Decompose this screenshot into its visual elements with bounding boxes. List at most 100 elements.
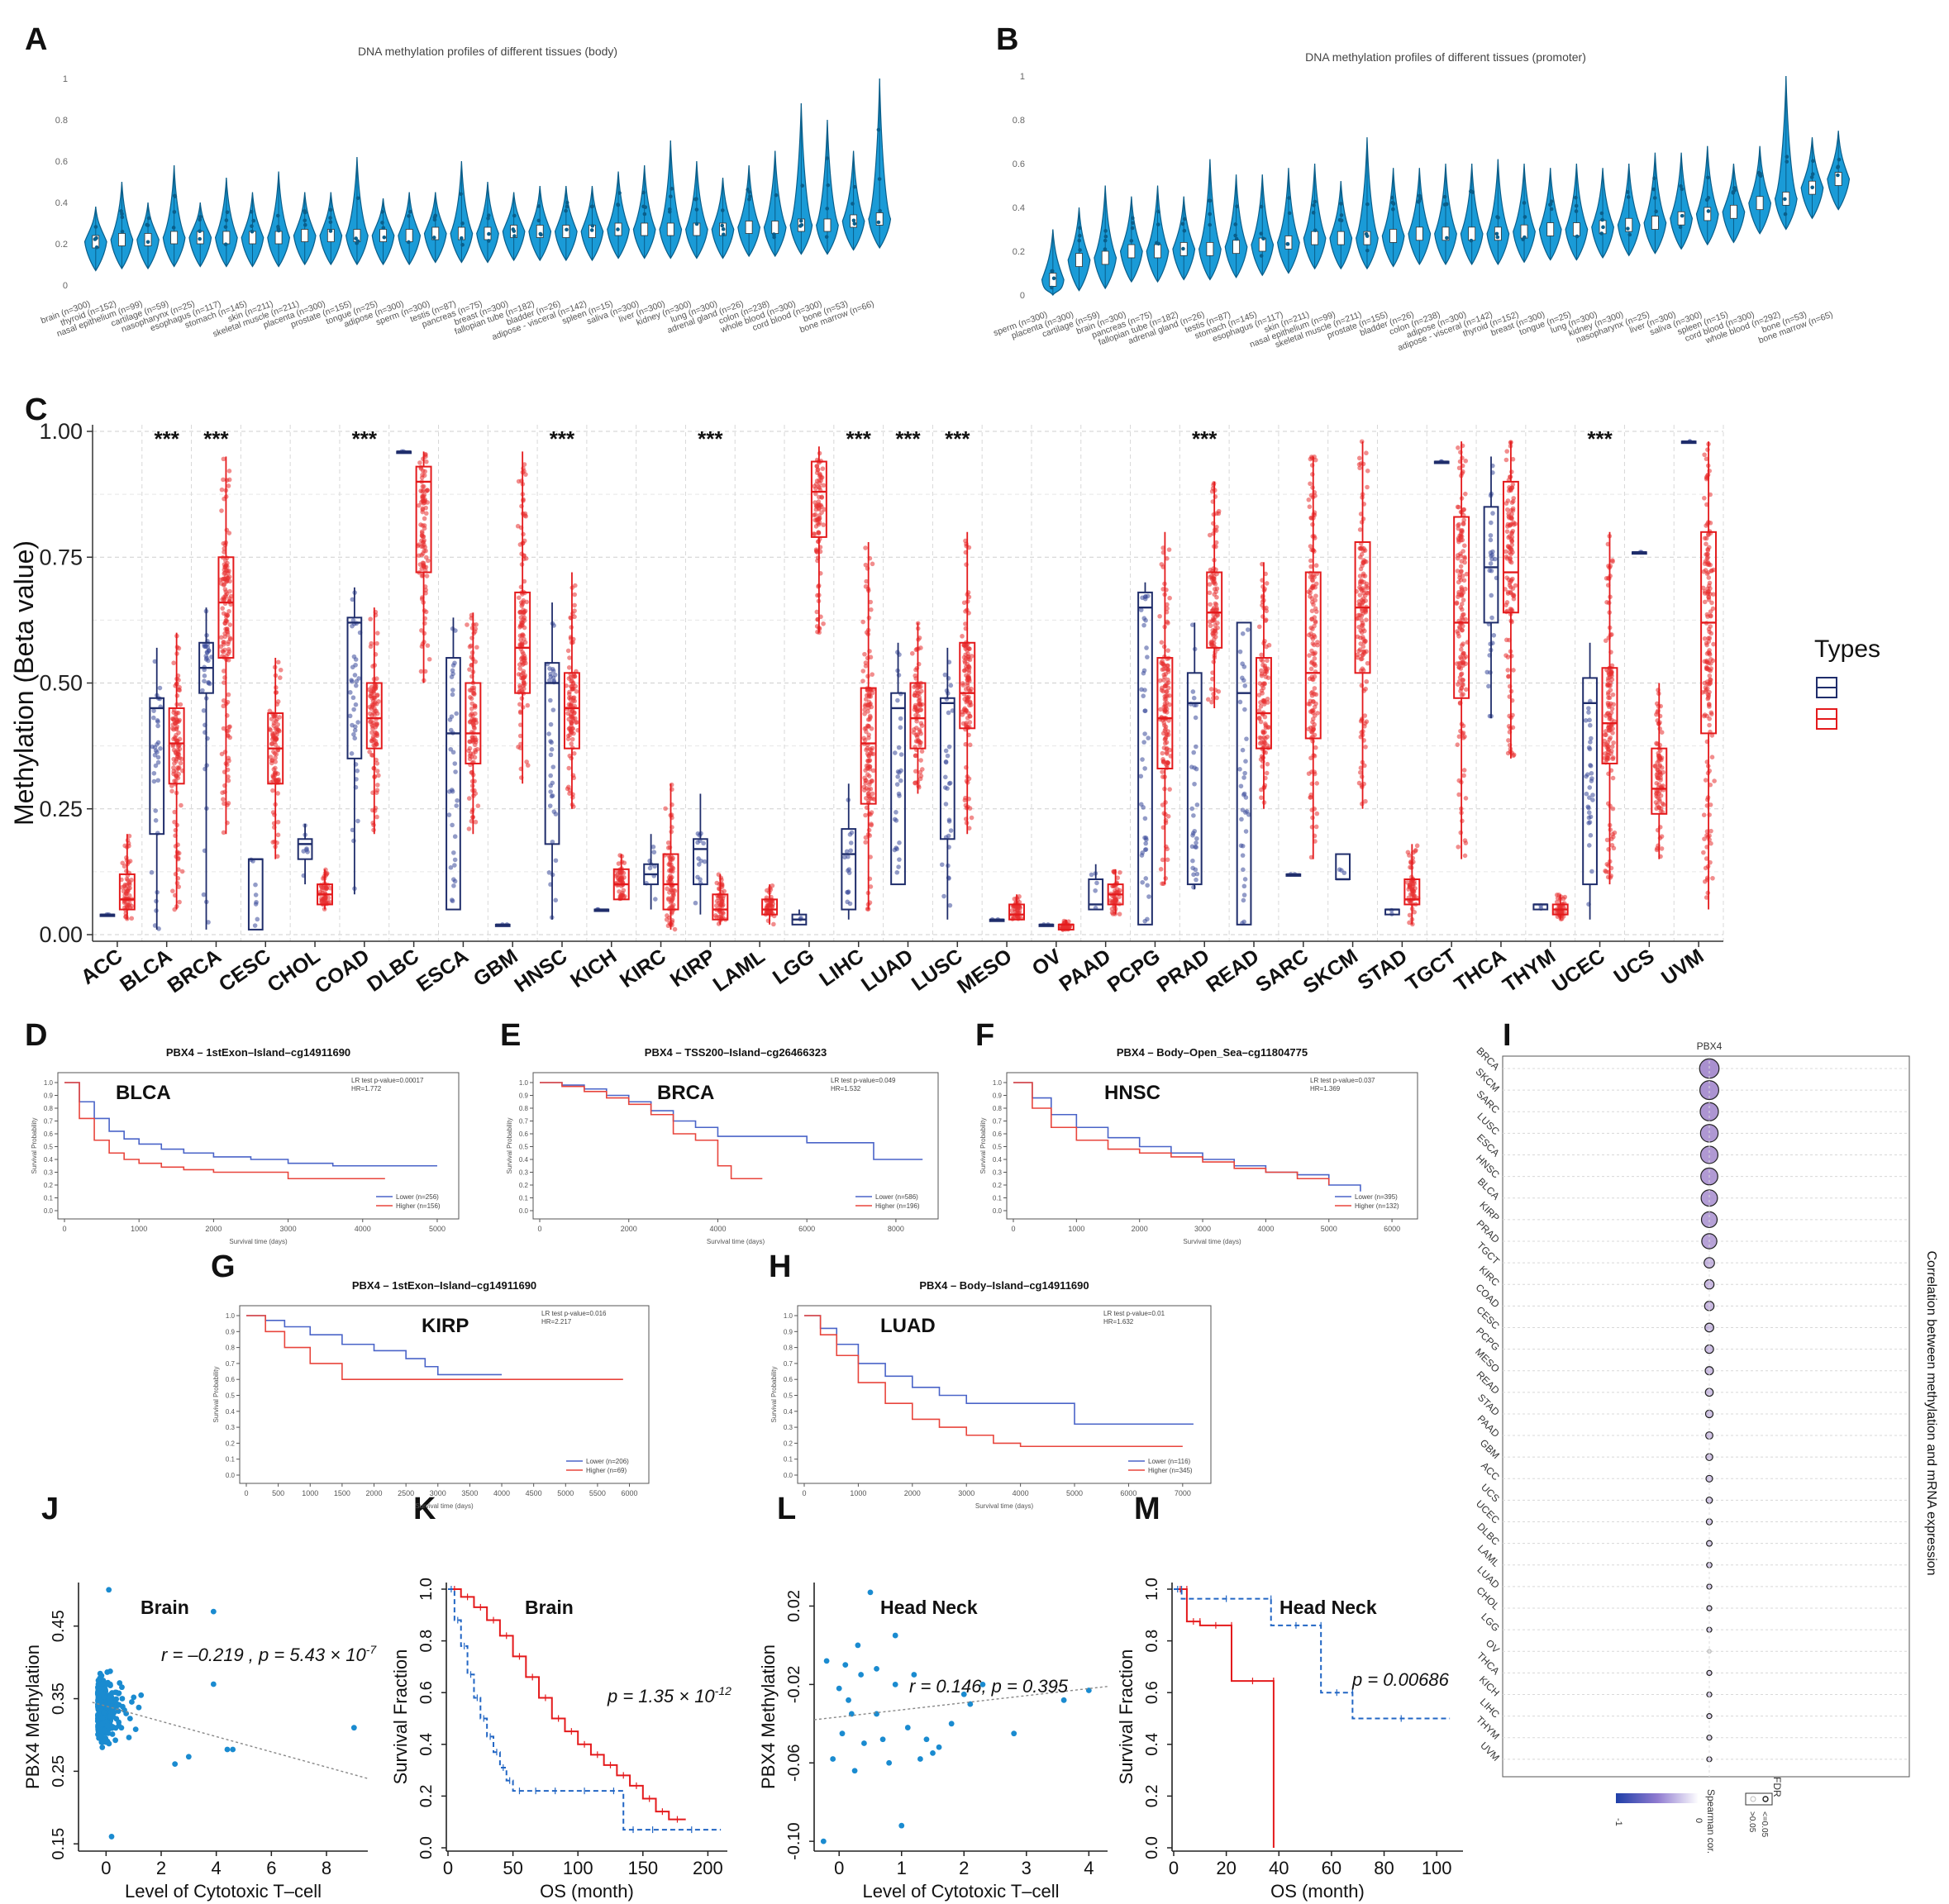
tumor-point xyxy=(1165,857,1170,863)
tumor-point xyxy=(1456,664,1461,670)
normal-point xyxy=(452,863,457,868)
violin-outlier xyxy=(198,229,202,234)
tumor-point xyxy=(961,600,967,606)
y-tick-label: 0.5 xyxy=(784,1392,793,1400)
normal-point xyxy=(153,748,159,754)
y-tick-label: 0.6 xyxy=(519,1130,529,1138)
tumor-point xyxy=(426,656,432,662)
tumor-point xyxy=(474,746,480,752)
normal-point xyxy=(1194,744,1198,750)
violin-box xyxy=(379,229,387,242)
y-axis-title: Survival Probability xyxy=(212,1366,220,1422)
tumor-point xyxy=(219,487,225,493)
tumor-point xyxy=(467,745,473,751)
normal-point xyxy=(1241,883,1247,889)
tumor-point xyxy=(322,895,328,901)
y-tick-label: 0.25 xyxy=(39,797,83,821)
normal-point xyxy=(1194,835,1199,841)
normal-point xyxy=(898,778,903,783)
normal-point xyxy=(1586,706,1591,711)
y-axis-title: Survival Probability xyxy=(979,1117,987,1173)
normal-point xyxy=(1193,715,1198,721)
normal-point xyxy=(1489,520,1494,526)
tumor-point xyxy=(1458,564,1464,569)
tumor-point xyxy=(1160,667,1165,673)
normal-point xyxy=(350,597,355,602)
normal-point xyxy=(844,849,850,854)
tumor-point xyxy=(226,774,231,779)
violin-outlier xyxy=(589,228,594,232)
violin-outlier xyxy=(1129,239,1134,243)
legend-label: Higher (n=156) xyxy=(396,1202,441,1210)
normal-point xyxy=(352,673,358,678)
tumor-point xyxy=(1458,605,1464,610)
cancer-label: KIRP xyxy=(422,1315,469,1337)
normal-box xyxy=(446,657,461,911)
violin-outlier xyxy=(251,218,256,223)
panel-letter-K: K xyxy=(413,1492,436,1526)
violin-outlier xyxy=(536,218,541,223)
tumor-point xyxy=(1708,710,1714,716)
normal-point xyxy=(151,715,156,721)
x-tick-label: PRAD xyxy=(1153,945,1214,997)
tumor-point xyxy=(1359,588,1365,593)
x-tick-label: 5500 xyxy=(589,1489,606,1497)
tumor-point xyxy=(1456,678,1462,684)
tumor-point xyxy=(1455,504,1461,510)
tumor-point xyxy=(916,702,922,707)
tumor-point xyxy=(1702,599,1708,605)
violin-outlier xyxy=(146,216,151,221)
tumor-point xyxy=(274,778,279,784)
normal-point xyxy=(546,870,552,875)
tumor-point xyxy=(567,791,572,796)
violin-box xyxy=(666,222,674,236)
normal-point xyxy=(1191,813,1196,818)
tumor-point xyxy=(909,650,915,656)
tumor-point xyxy=(275,791,280,796)
normal-point xyxy=(347,713,353,719)
tumor-point xyxy=(1454,600,1460,606)
tumor-point xyxy=(421,544,426,550)
tumor-point xyxy=(171,660,176,666)
violin-outlier xyxy=(1626,190,1630,194)
tumor-point xyxy=(468,694,473,700)
normal-point xyxy=(1194,877,1198,883)
normal-point xyxy=(155,759,161,765)
violin-outlier xyxy=(224,218,229,222)
km-panel-E: PBX4 – TSS200–Island–cg264663230.00.10.2… xyxy=(506,1046,939,1245)
tumor-point xyxy=(176,687,182,693)
violin-outlier xyxy=(774,193,779,198)
violin-outlier xyxy=(1495,215,1499,219)
normal-point xyxy=(845,899,851,905)
tumor-point xyxy=(374,814,379,820)
tumor-point xyxy=(1263,674,1269,679)
tumor-point xyxy=(1259,688,1265,693)
tumor-point xyxy=(1708,569,1714,574)
normal-point xyxy=(892,847,898,853)
violin-outlier xyxy=(851,202,855,206)
violin-outlier xyxy=(1050,285,1054,290)
tumor-point xyxy=(1604,711,1610,716)
normal-point xyxy=(153,808,159,813)
normal-point xyxy=(1142,766,1147,771)
y-tick-label: 0.1 xyxy=(993,1195,1003,1202)
x-tick-label: 8000 xyxy=(888,1225,904,1233)
tumor-point xyxy=(1654,790,1660,796)
violin-outlier xyxy=(328,216,332,220)
tumor-point xyxy=(1207,532,1213,538)
normal-point xyxy=(1193,845,1198,850)
tumor-point xyxy=(821,483,827,488)
tumor-point xyxy=(1701,569,1707,574)
normal-point xyxy=(1237,699,1243,705)
violin-box xyxy=(1232,240,1240,255)
tumor-point xyxy=(423,548,428,554)
tumor-point xyxy=(667,860,673,865)
tumor-point xyxy=(176,730,181,735)
tumor-point xyxy=(226,728,231,733)
tumor-point xyxy=(1609,706,1615,712)
tumor-point xyxy=(1460,612,1465,617)
tumor-point xyxy=(914,719,919,724)
tumor-point xyxy=(1712,778,1717,783)
y-tick-label: 0.1 xyxy=(226,1456,236,1464)
tumor-point xyxy=(1705,546,1710,552)
